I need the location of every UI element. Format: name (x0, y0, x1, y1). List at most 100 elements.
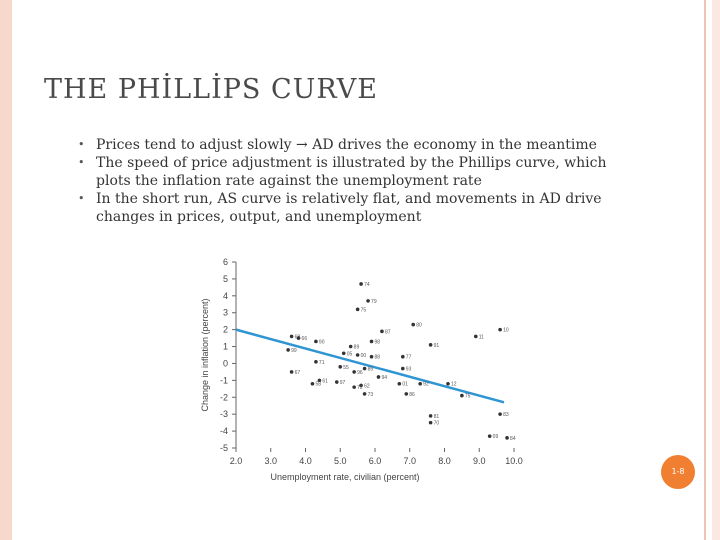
data-point-label: 01 (402, 382, 408, 388)
bullet-text: Prices tend to adjust slowly → AD drives… (96, 137, 597, 153)
data-point (498, 327, 502, 332)
y-tick-label: 2 (223, 325, 228, 335)
data-point (314, 359, 318, 364)
y-tick-label: -1 (220, 375, 228, 385)
y-axis-label: Change in inflation (percent) (200, 298, 210, 411)
x-axis-label: Unemployment rate, civilian (percent) (270, 472, 419, 482)
slide-title: THE PHİLLİPS CURVE (44, 74, 378, 105)
data-point-label: 70 (434, 421, 440, 427)
data-point-label: 12 (451, 382, 457, 388)
data-point-label: 66 (302, 336, 308, 342)
y-tick-label: -2 (220, 392, 228, 402)
data-point-label: 61 (322, 378, 328, 384)
data-point-label: 05 (347, 351, 353, 357)
data-point-label: 89 (354, 345, 360, 351)
bullet-dot-icon: • (78, 192, 85, 205)
x-tick-label: 2.0 (230, 456, 243, 466)
data-point (487, 434, 492, 438)
x-tick-label: 5.0 (334, 456, 347, 466)
data-point (352, 370, 356, 374)
data-point (498, 412, 502, 416)
data-point-label: 09 (493, 434, 499, 440)
data-point (317, 378, 322, 383)
data-point-label: 00 (361, 353, 367, 359)
data-point-label: 94 (381, 375, 387, 381)
bullet-item: • The speed of price adjustment is illust… (74, 154, 614, 190)
data-point (289, 370, 294, 374)
x-tick-label: 4.0 (299, 456, 312, 466)
data-point-label: 79 (371, 299, 377, 305)
data-point (348, 344, 353, 349)
data-point-label: 71 (319, 360, 325, 366)
data-point-label: 98 (375, 339, 381, 345)
y-tick-label: -3 (220, 409, 228, 419)
data-point-label: 77 (406, 355, 412, 361)
data-point (428, 420, 433, 425)
data-point-label: 11 (479, 334, 484, 340)
bullet-dot-icon: • (78, 138, 85, 151)
data-point (352, 385, 356, 389)
data-point (310, 381, 315, 386)
data-point-label: 83 (503, 412, 509, 418)
data-point (428, 414, 433, 418)
x-tick-label: 7.0 (403, 456, 416, 466)
y-tick-label: 3 (223, 308, 228, 318)
data-point (341, 351, 346, 356)
data-point (369, 354, 374, 359)
data-point-label: 84 (510, 436, 516, 442)
data-point-label: 67 (295, 370, 301, 376)
data-point (296, 336, 301, 340)
data-point (460, 393, 464, 398)
slide-right-edge (712, 0, 720, 540)
bullet-dot-icon: • (78, 156, 85, 169)
data-point (404, 392, 409, 396)
x-tick-label: 9.0 (473, 456, 486, 466)
y-tick-label: -4 (220, 426, 228, 436)
data-point (369, 339, 374, 344)
data-point-label: 90 (319, 339, 325, 345)
data-point-label: 80 (416, 323, 422, 329)
slide-left-border (0, 0, 12, 540)
x-tick-label: 10.0 (505, 456, 523, 466)
y-tick-label: 1 (223, 342, 228, 352)
data-point (362, 392, 367, 396)
x-tick-label: 3.0 (264, 456, 277, 466)
data-point (362, 366, 367, 371)
data-point-label: 73 (368, 392, 374, 398)
data-point (473, 334, 478, 339)
bullet-text: In the short run, AS curve is relatively… (96, 191, 602, 225)
data-point (359, 383, 363, 388)
data-point (505, 436, 509, 440)
data-point-label: 97 (340, 380, 346, 386)
data-point-label: 10 (503, 328, 509, 334)
data-point (289, 334, 294, 339)
data-point (338, 365, 343, 369)
y-tick-label: -5 (220, 443, 228, 453)
data-point (411, 322, 416, 327)
x-tick-label: 8.0 (438, 456, 451, 466)
data-point-label: 85 (368, 367, 374, 373)
data-point (334, 380, 339, 384)
data-point-label: 62 (364, 383, 370, 389)
data-point-label: 96 (357, 370, 363, 376)
data-point-label: 75 (465, 394, 471, 400)
slide-right-border (704, 0, 706, 540)
data-point (401, 354, 405, 359)
y-tick-label: 6 (223, 257, 228, 267)
data-point-label: 74 (364, 282, 370, 288)
data-point-label: 86 (409, 392, 415, 398)
data-point-label: 55 (343, 365, 349, 371)
bullet-item: • Prices tend to adjust slowly → AD drive… (74, 136, 614, 154)
y-tick-label: 5 (223, 274, 228, 284)
data-point-label: 93 (406, 367, 412, 373)
bullet-list-clip: • Prices tend to adjust slowly → AD drive… (74, 136, 614, 248)
phillips-curve-chart: 6 5 4 3 2 1 0 -1 -2 -3 -4 -5 2.0 3.0 4.0 5.0 6.0 7.0 8.0 9.… (196, 250, 536, 490)
data-point-label: 92 (423, 382, 429, 388)
bullet-list: • Prices tend to adjust slowly → AD drive… (74, 136, 614, 226)
data-point-label: 58 (315, 382, 321, 388)
y-tick-label: 4 (223, 291, 228, 301)
data-point (366, 299, 370, 303)
data-point (355, 307, 360, 312)
data-point (359, 282, 363, 286)
